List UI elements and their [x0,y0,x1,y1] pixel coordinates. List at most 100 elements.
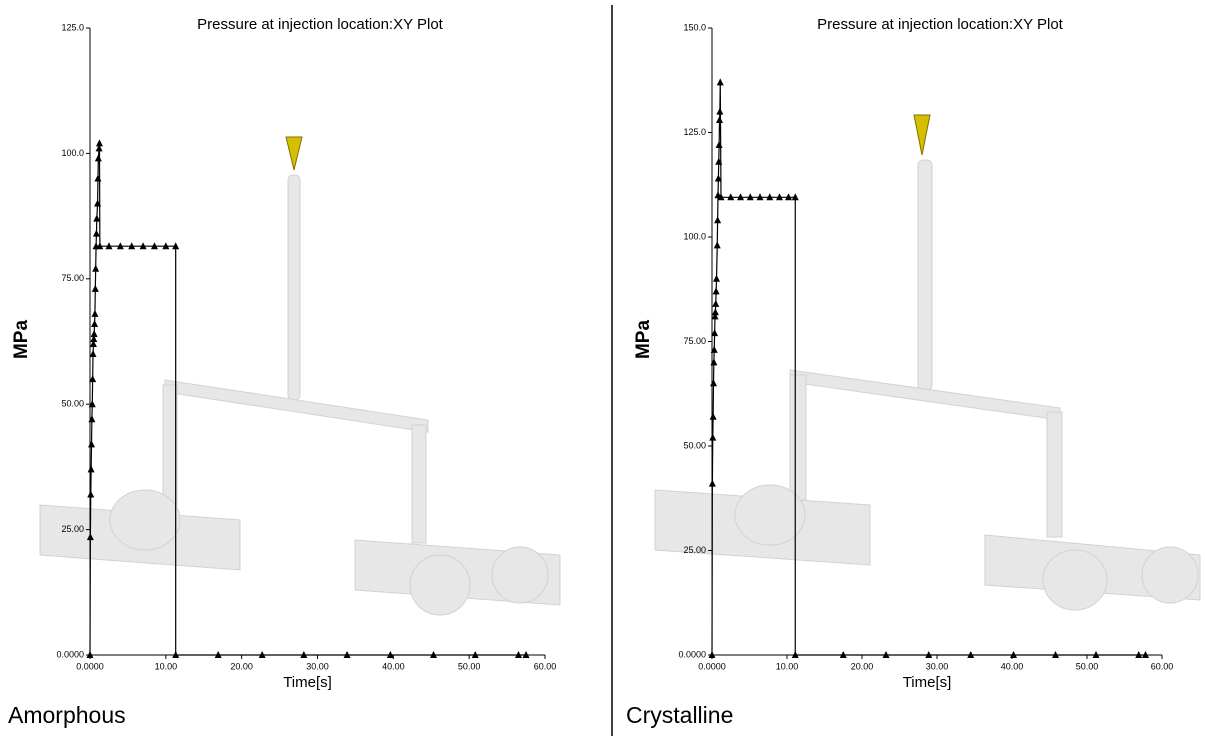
y-tick-label: 0.0000 [56,649,84,659]
x-tick-label: 50.00 [1076,661,1099,671]
data-marker [713,241,721,249]
data-marker [766,193,774,201]
data-marker [90,334,98,342]
data-marker [105,242,113,250]
runner-drop [789,374,807,501]
data-marker [430,651,438,658]
x-tick-label: 10.00 [776,661,799,671]
part [734,484,806,546]
x-axis-title: Time[s] [283,674,332,691]
sprue [287,174,301,401]
data-marker [710,358,718,366]
y-axis-title: MPa [633,320,654,360]
x-tick-label: 50.00 [458,661,481,671]
part [1141,546,1199,604]
data-marker [746,193,754,201]
y-tick-label: 100.0 [61,148,84,158]
data-marker [712,287,720,295]
data-marker [90,329,98,337]
data-marker [1092,651,1100,658]
data-marker [716,115,723,123]
data-marker [709,433,717,441]
data-marker [162,242,170,250]
x-tick-label: 30.00 [926,661,949,671]
data-marker [214,651,222,658]
y-axis-title: MPa [11,320,32,360]
data-marker [96,242,104,250]
data-marker [791,193,799,201]
data-marker [727,193,735,201]
x-tick-label: 20.00 [230,661,253,671]
runner-drop [162,384,178,506]
data-marker [88,400,96,408]
x-tick-label: 10.00 [155,661,178,671]
data-marker [1052,651,1059,658]
nozzle [285,136,303,171]
x-tick-label: 20.00 [851,661,874,671]
data-marker [716,78,724,86]
data-marker [715,157,723,165]
data-marker [386,651,394,658]
x-tick-label: 0.0000 [698,661,726,671]
data-marker [92,264,100,272]
part [109,489,181,551]
data-marker [258,651,266,658]
y-tick-label: 25.00 [683,545,706,555]
data-marker [89,350,97,358]
data-marker [711,329,719,337]
data-marker [756,193,764,201]
data-marker [714,216,722,224]
y-tick-label: 150.0 [683,22,706,32]
data-marker [882,651,890,658]
data-marker [93,214,101,222]
data-marker [709,412,717,420]
data-marker [715,141,723,149]
data-marker [925,651,933,658]
data-line [89,143,527,656]
data-marker [514,651,522,658]
runner-drop [1046,411,1063,538]
data-marker [116,242,124,250]
data-marker [343,651,351,658]
data-marker [95,139,103,147]
mold-left [39,174,561,616]
mold-right [654,159,1201,611]
data-marker [89,375,97,383]
data-marker [87,465,95,473]
part [491,546,549,604]
data-marker [714,174,722,182]
y-tick-label: 125.0 [61,22,84,32]
data-marker [708,479,716,487]
data-marker [471,651,479,658]
x-axis-title: Time[s] [903,674,952,691]
data-marker [91,319,99,327]
data-marker [791,651,799,658]
data-marker [172,242,180,250]
data-marker [737,193,744,201]
data-marker [708,651,716,658]
x-tick-label: 0.0000 [76,661,104,671]
y-tick-label: 125.0 [683,127,706,137]
caption: Crystalline [626,702,733,728]
data-marker [717,193,725,201]
data-marker [300,651,308,658]
data-marker [716,107,724,115]
runner-drop [411,424,427,544]
data-marker [91,309,99,317]
data-marker [710,379,717,387]
data-marker [776,193,783,201]
data-marker [88,415,96,423]
data-marker [89,340,97,348]
data-marker [712,299,720,307]
data-marker [1010,651,1017,658]
data-marker [711,308,719,316]
data-marker [710,345,718,353]
data-marker [713,274,720,282]
x-tick-label: 60.00 [534,661,557,671]
data-marker [1135,651,1143,658]
data-marker [139,242,147,250]
x-tick-label: 40.00 [1001,661,1024,671]
data-marker [839,651,847,658]
nozzle [913,114,931,156]
part [1042,549,1108,611]
